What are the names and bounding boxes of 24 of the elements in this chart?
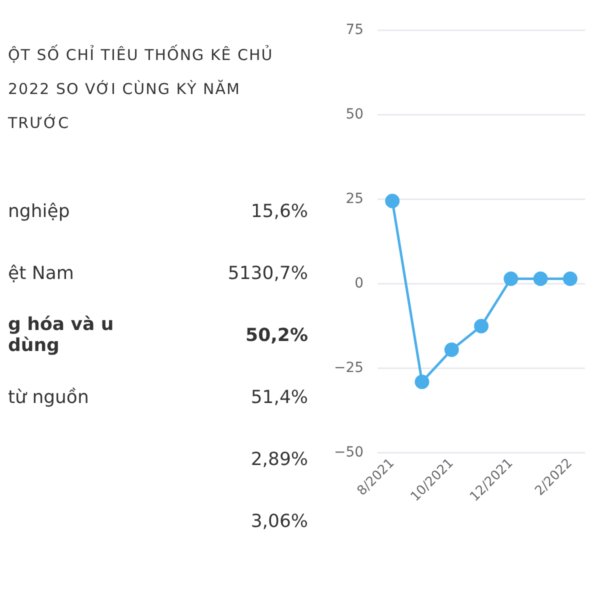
y-tick-label: 50 — [346, 106, 364, 123]
point — [385, 194, 400, 208]
point — [562, 272, 578, 286]
text: g hóa và u dùng — [8, 314, 115, 356]
text: ỘT SỐ CHỈ TIÊU THỐNG KÊ CHỦ 2022 SO VỚI CÙNG KỲ NĂM TRƯỚC — [8, 44, 274, 134]
point — [474, 318, 489, 334]
point — [504, 272, 518, 286]
text: 2,89% — [250, 448, 308, 470]
y-tick-label: 25 — [346, 190, 364, 207]
y-tick-label: 75 — [346, 22, 364, 38]
text: nghiệp — [8, 200, 70, 222]
text: 15,6% — [250, 200, 308, 222]
point — [533, 272, 548, 286]
text: 50,2% — [246, 324, 308, 346]
text: 3,06% — [250, 510, 308, 532]
text: từ nguồn — [8, 386, 89, 408]
text: 5130,7% — [228, 262, 308, 284]
y-tick-label: −50 — [334, 444, 364, 460]
point — [444, 342, 459, 357]
text: ệt Nam — [8, 262, 74, 284]
y-tick-label: 0 — [354, 275, 364, 292]
point — [414, 374, 430, 390]
y-tick-label: −25 — [334, 360, 364, 376]
text: 51,4% — [250, 386, 308, 408]
